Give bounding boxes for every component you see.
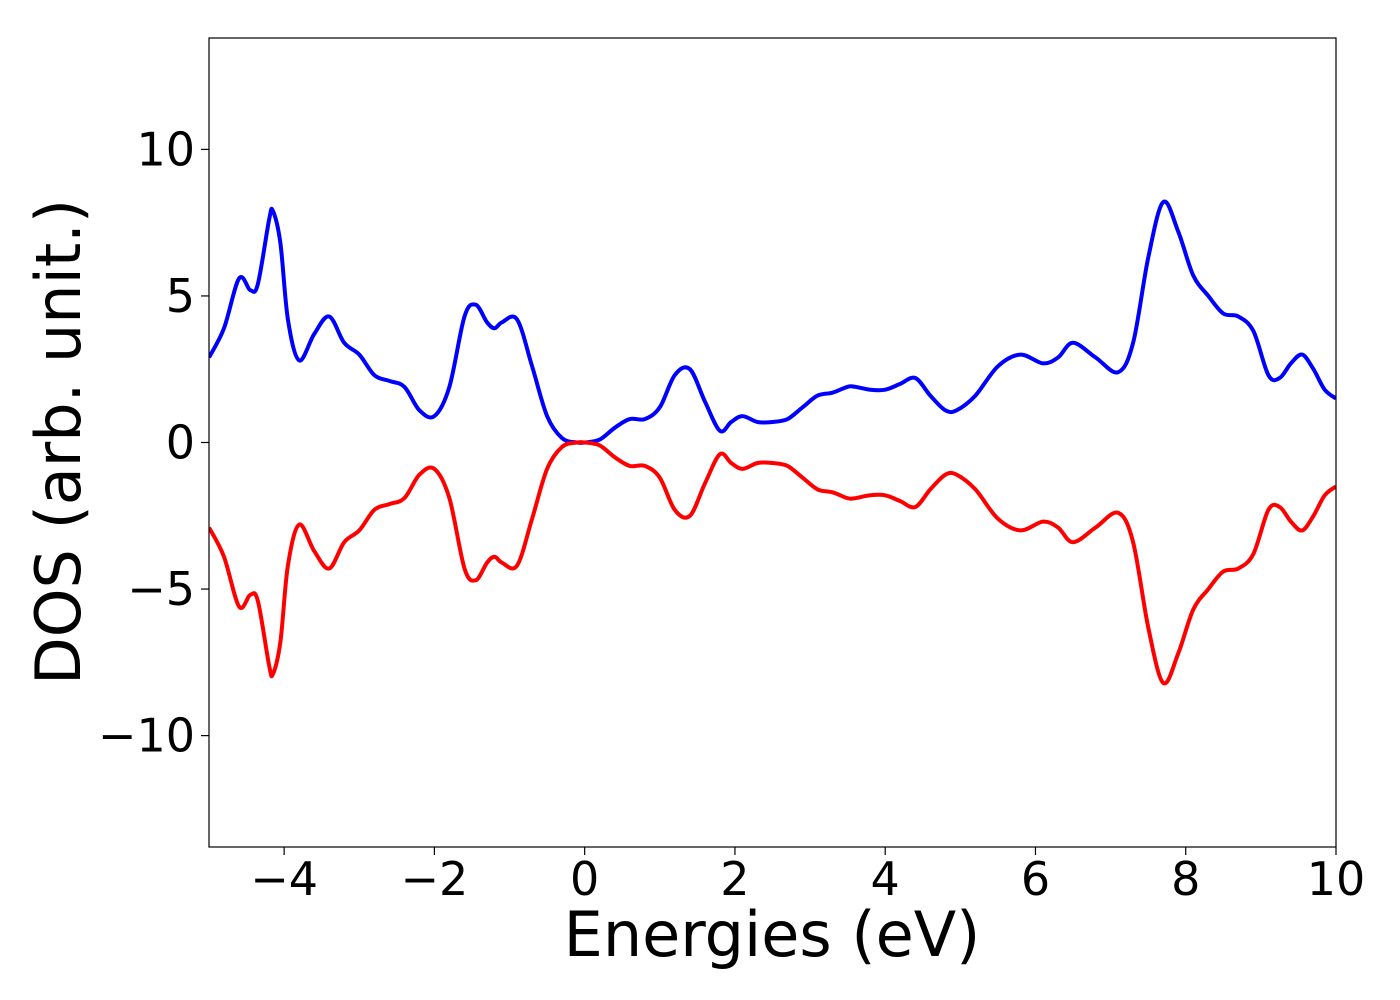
y-axis-title: DOS (arb. unit.) [22, 199, 95, 685]
x-tick-label: 8 [1171, 852, 1200, 906]
series-line-blue [209, 199, 1336, 445]
y-tick-label: 5 [166, 269, 195, 323]
series-layer [209, 199, 1336, 686]
x-tick-label: −4 [250, 852, 318, 906]
x-tick-label: 4 [871, 852, 900, 906]
x-axis-title: Energies (eV) [564, 898, 981, 971]
y-tick-label: −10 [98, 709, 195, 763]
x-tick-label: 6 [1021, 852, 1050, 906]
series-line-red [209, 440, 1336, 686]
plot-area-background [209, 38, 1336, 847]
x-axis: −4 −2 0 2 4 6 8 10 [250, 847, 1365, 906]
y-tick-label: 10 [136, 122, 195, 176]
y-tick-label: −5 [127, 562, 195, 616]
x-tick-label: 0 [570, 852, 599, 906]
x-tick-label: 10 [1307, 852, 1366, 906]
y-tick-label: 0 [166, 416, 195, 470]
x-tick-label: −2 [400, 852, 468, 906]
y-axis: −10 −5 0 5 10 [98, 122, 209, 763]
x-tick-label: 2 [720, 852, 749, 906]
